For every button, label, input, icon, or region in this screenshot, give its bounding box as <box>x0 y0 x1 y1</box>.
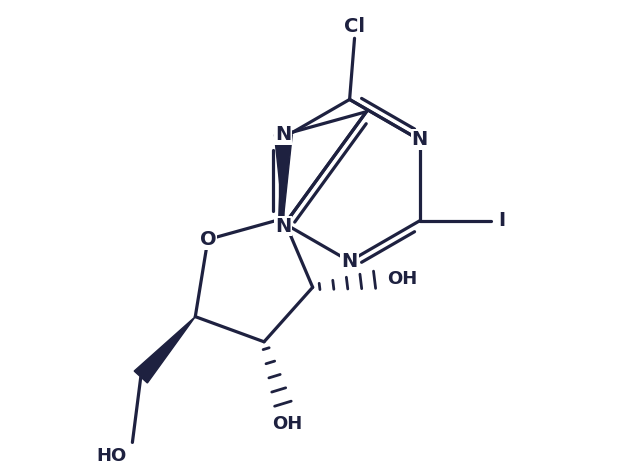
Text: N: N <box>275 125 291 144</box>
Text: OH: OH <box>387 270 418 288</box>
Text: N: N <box>412 130 428 149</box>
Text: Cl: Cl <box>344 17 365 36</box>
Text: N: N <box>342 252 358 271</box>
Polygon shape <box>134 317 195 383</box>
Text: OH: OH <box>272 415 302 432</box>
Text: HO: HO <box>96 447 127 465</box>
Text: N: N <box>275 217 291 235</box>
Text: I: I <box>499 212 506 230</box>
Text: O: O <box>200 230 216 249</box>
Polygon shape <box>275 135 292 219</box>
